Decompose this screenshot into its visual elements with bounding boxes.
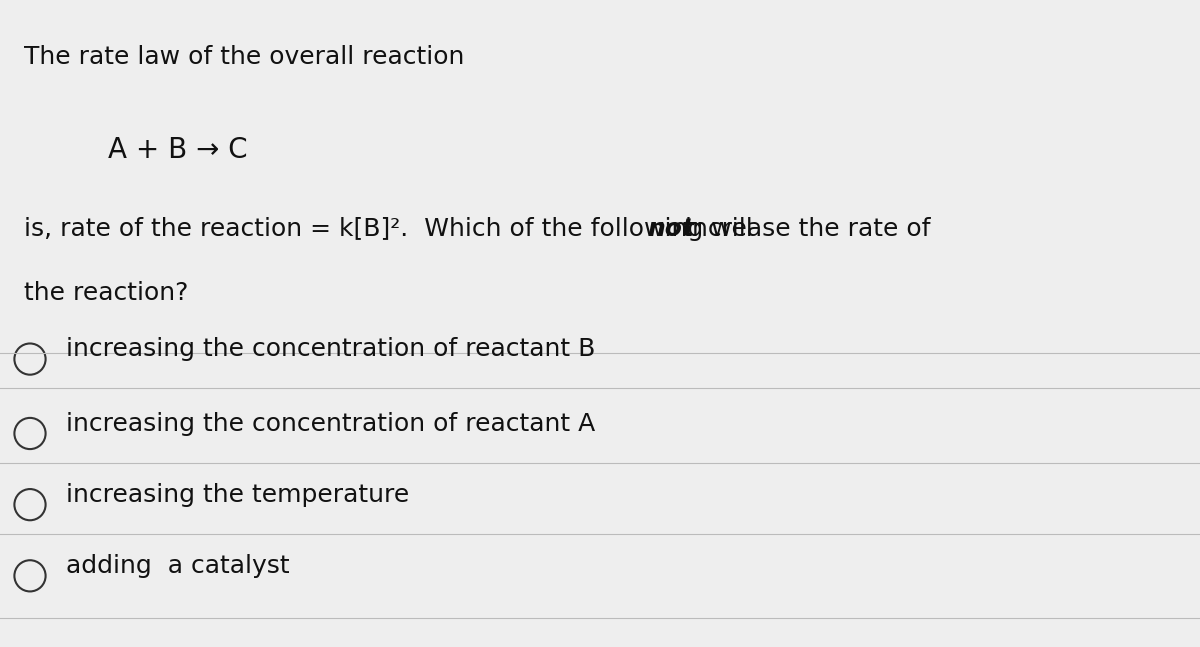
Text: the reaction?: the reaction?: [24, 281, 188, 305]
Text: is, rate of the reaction = k[B]².  Which of the following will: is, rate of the reaction = k[B]². Which …: [24, 217, 761, 241]
Text: increasing the concentration of reactant A: increasing the concentration of reactant…: [66, 411, 595, 436]
Text: increase the rate of: increase the rate of: [678, 217, 931, 241]
Text: A + B → C: A + B → C: [108, 136, 247, 164]
Text: increasing the temperature: increasing the temperature: [66, 483, 409, 507]
Text: The rate law of the overall reaction: The rate law of the overall reaction: [24, 45, 464, 69]
Text: not: not: [648, 217, 695, 241]
Text: adding  a catalyst: adding a catalyst: [66, 554, 289, 578]
Text: increasing the concentration of reactant B: increasing the concentration of reactant…: [66, 337, 595, 362]
